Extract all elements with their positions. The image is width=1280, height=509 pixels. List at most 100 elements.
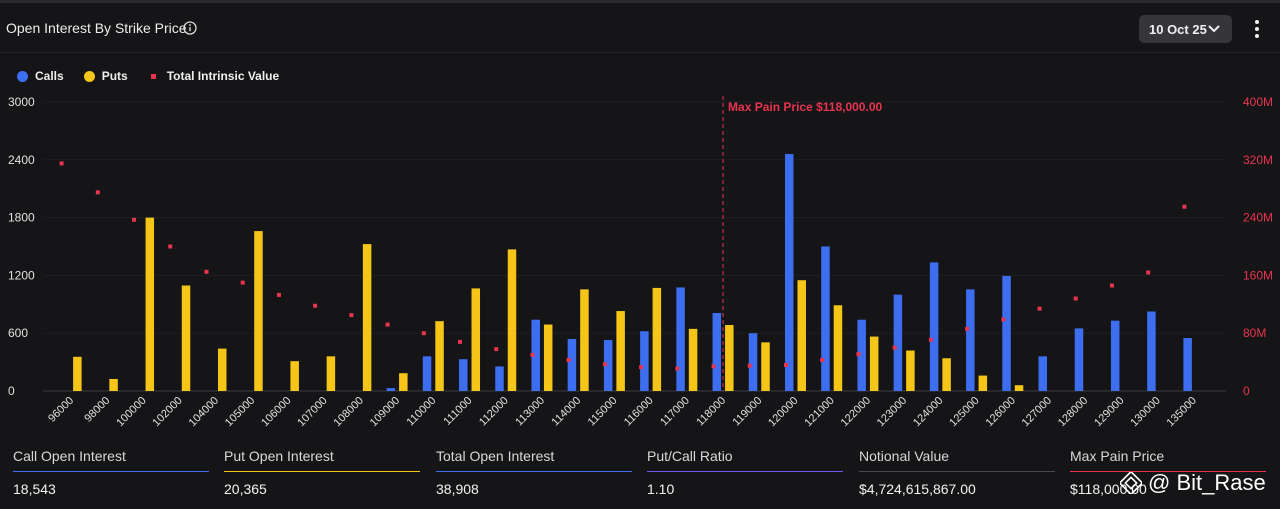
stat-total-oi: Total Open Interest 38,908	[436, 446, 632, 497]
stat-value: 18,543	[13, 481, 56, 497]
x-tick-label: 113000	[513, 395, 547, 429]
puts-bar	[761, 342, 770, 391]
intrinsic-value-point	[965, 326, 970, 331]
stat-underline	[647, 471, 843, 472]
puts-bar	[616, 311, 625, 391]
x-tick-label: 102000	[150, 395, 184, 429]
x-tick-label: 105000	[223, 395, 257, 429]
puts-bar	[435, 321, 444, 391]
intrinsic-value-point	[494, 347, 499, 352]
stat-label: Max Pain Price	[1070, 448, 1165, 464]
intrinsic-value-point	[530, 352, 535, 357]
puts-bar	[73, 356, 82, 391]
intrinsic-value-point	[675, 366, 680, 371]
date-selector[interactable]: 10 Oct 25	[1139, 15, 1232, 43]
intrinsic-value-point	[747, 363, 752, 368]
x-tick-label: 125000	[947, 395, 981, 429]
intrinsic-value-point	[1146, 270, 1151, 275]
y-right-tick-label: 160M	[1243, 268, 1273, 282]
y-left-tick-label: 600	[8, 326, 28, 340]
x-tick-label: 111000	[441, 395, 474, 428]
intrinsic-value-point	[349, 313, 354, 318]
puts-bar	[362, 244, 372, 391]
puts-bar	[1014, 385, 1024, 391]
intrinsic-marker-icon	[150, 73, 156, 79]
calls-bar	[1183, 338, 1192, 391]
x-tick-label: 115000	[586, 395, 620, 429]
puts-bar	[109, 378, 118, 391]
puts-bar	[399, 373, 408, 391]
stat-call-oi: Call Open Interest 18,543	[13, 446, 209, 497]
puts-bar	[543, 324, 553, 391]
chevron-down-icon	[1208, 25, 1220, 33]
calls-bar	[676, 287, 685, 391]
intrinsic-value-point	[1037, 306, 1042, 311]
calls-bar	[1074, 328, 1084, 391]
puts-bar	[688, 328, 698, 391]
puts-bar	[652, 287, 662, 391]
y-right-tick-label: 240M	[1243, 211, 1273, 225]
calls-bar	[1147, 311, 1156, 391]
intrinsic-value-point	[421, 331, 426, 336]
legend-calls[interactable]: Calls	[17, 69, 64, 83]
y-right-tick-label: 320M	[1243, 153, 1273, 167]
binance-logo-icon	[1120, 472, 1142, 494]
calls-bar	[748, 333, 758, 391]
x-tick-label: 129000	[1092, 395, 1126, 429]
y-right-tick-label: 400M	[1243, 95, 1273, 109]
x-tick-label: 130000	[1128, 395, 1162, 429]
chart-legend: Calls Puts Total Intrinsic Value	[17, 69, 299, 83]
legend-puts-label: Puts	[101, 69, 128, 83]
intrinsic-value-point	[1001, 317, 1006, 322]
stat-underline	[436, 471, 632, 472]
stat-underline	[224, 471, 420, 472]
calls-bar	[929, 262, 939, 391]
calls-bar	[422, 356, 432, 391]
x-tick-label: 108000	[332, 395, 366, 429]
stat-underline	[859, 471, 1055, 472]
stat-label: Notional Value	[859, 448, 950, 464]
puts-bar	[833, 305, 843, 391]
puts-bar	[906, 350, 915, 391]
stat-underline	[13, 471, 209, 472]
more-options-icon[interactable]	[1250, 19, 1264, 39]
legend-intrinsic[interactable]: Total Intrinsic Value	[148, 69, 279, 83]
stat-put-oi: Put Open Interest 20,365	[224, 446, 420, 497]
x-tick-label: 122000	[839, 395, 873, 429]
x-tick-label: 120000	[766, 395, 800, 429]
info-icon[interactable]	[183, 21, 197, 35]
intrinsic-value-point	[928, 337, 933, 342]
intrinsic-value-point	[95, 190, 100, 195]
puts-bar	[725, 325, 734, 391]
intrinsic-value-point	[168, 244, 173, 249]
calls-bar	[1110, 320, 1120, 391]
legend-puts[interactable]: Puts	[83, 69, 128, 83]
intrinsic-value-point	[132, 217, 137, 222]
stat-value: 1.10	[647, 481, 675, 497]
y-left-tick-label: 1200	[8, 268, 35, 282]
intrinsic-value-point	[856, 352, 861, 357]
stat-value: 38,908	[436, 481, 479, 497]
x-tick-label: 126000	[983, 395, 1017, 429]
x-tick-label: 107000	[295, 395, 329, 429]
stat-put-call-ratio: Put/Call Ratio 1.10	[647, 446, 843, 497]
calls-bar	[386, 388, 396, 391]
calls-bar	[857, 319, 866, 391]
y-left-tick-label: 0	[8, 384, 15, 398]
puts-bar	[145, 217, 155, 391]
max-pain-label: Max Pain Price $118,000.00	[728, 100, 882, 114]
calls-bar	[712, 312, 722, 391]
y-right-tick-label: 80M	[1243, 326, 1266, 340]
intrinsic-value-point	[59, 161, 64, 166]
intrinsic-value-point	[602, 362, 607, 367]
calls-bar	[1038, 356, 1048, 391]
intrinsic-value-point	[276, 292, 281, 297]
intrinsic-value-point	[458, 339, 463, 344]
y-left-tick-label: 2400	[8, 153, 35, 167]
puts-bar	[326, 356, 336, 391]
calls-bar	[567, 338, 577, 391]
x-tick-label: 124000	[911, 395, 945, 429]
calls-bar	[821, 246, 830, 391]
y-right-tick-label: 0	[1243, 384, 1250, 398]
calls-bar	[1002, 275, 1011, 391]
